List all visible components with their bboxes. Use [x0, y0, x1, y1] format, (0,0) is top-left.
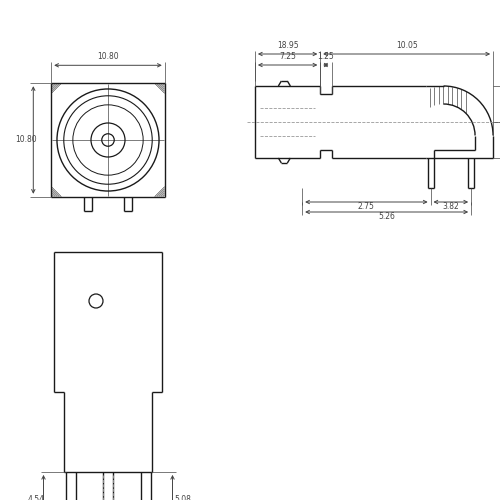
Text: 4.54: 4.54	[28, 495, 44, 500]
Text: 10.80: 10.80	[97, 52, 119, 62]
Text: 1.25: 1.25	[318, 52, 334, 61]
Text: 10.05: 10.05	[396, 41, 417, 50]
Text: 10.80: 10.80	[16, 136, 37, 144]
Text: 5.26: 5.26	[378, 212, 395, 221]
Text: 3.82: 3.82	[442, 202, 459, 211]
Text: 18.95: 18.95	[277, 41, 298, 50]
Text: 2.75: 2.75	[358, 202, 375, 211]
Text: 5.08: 5.08	[174, 495, 192, 500]
Text: 7.25: 7.25	[279, 52, 296, 61]
